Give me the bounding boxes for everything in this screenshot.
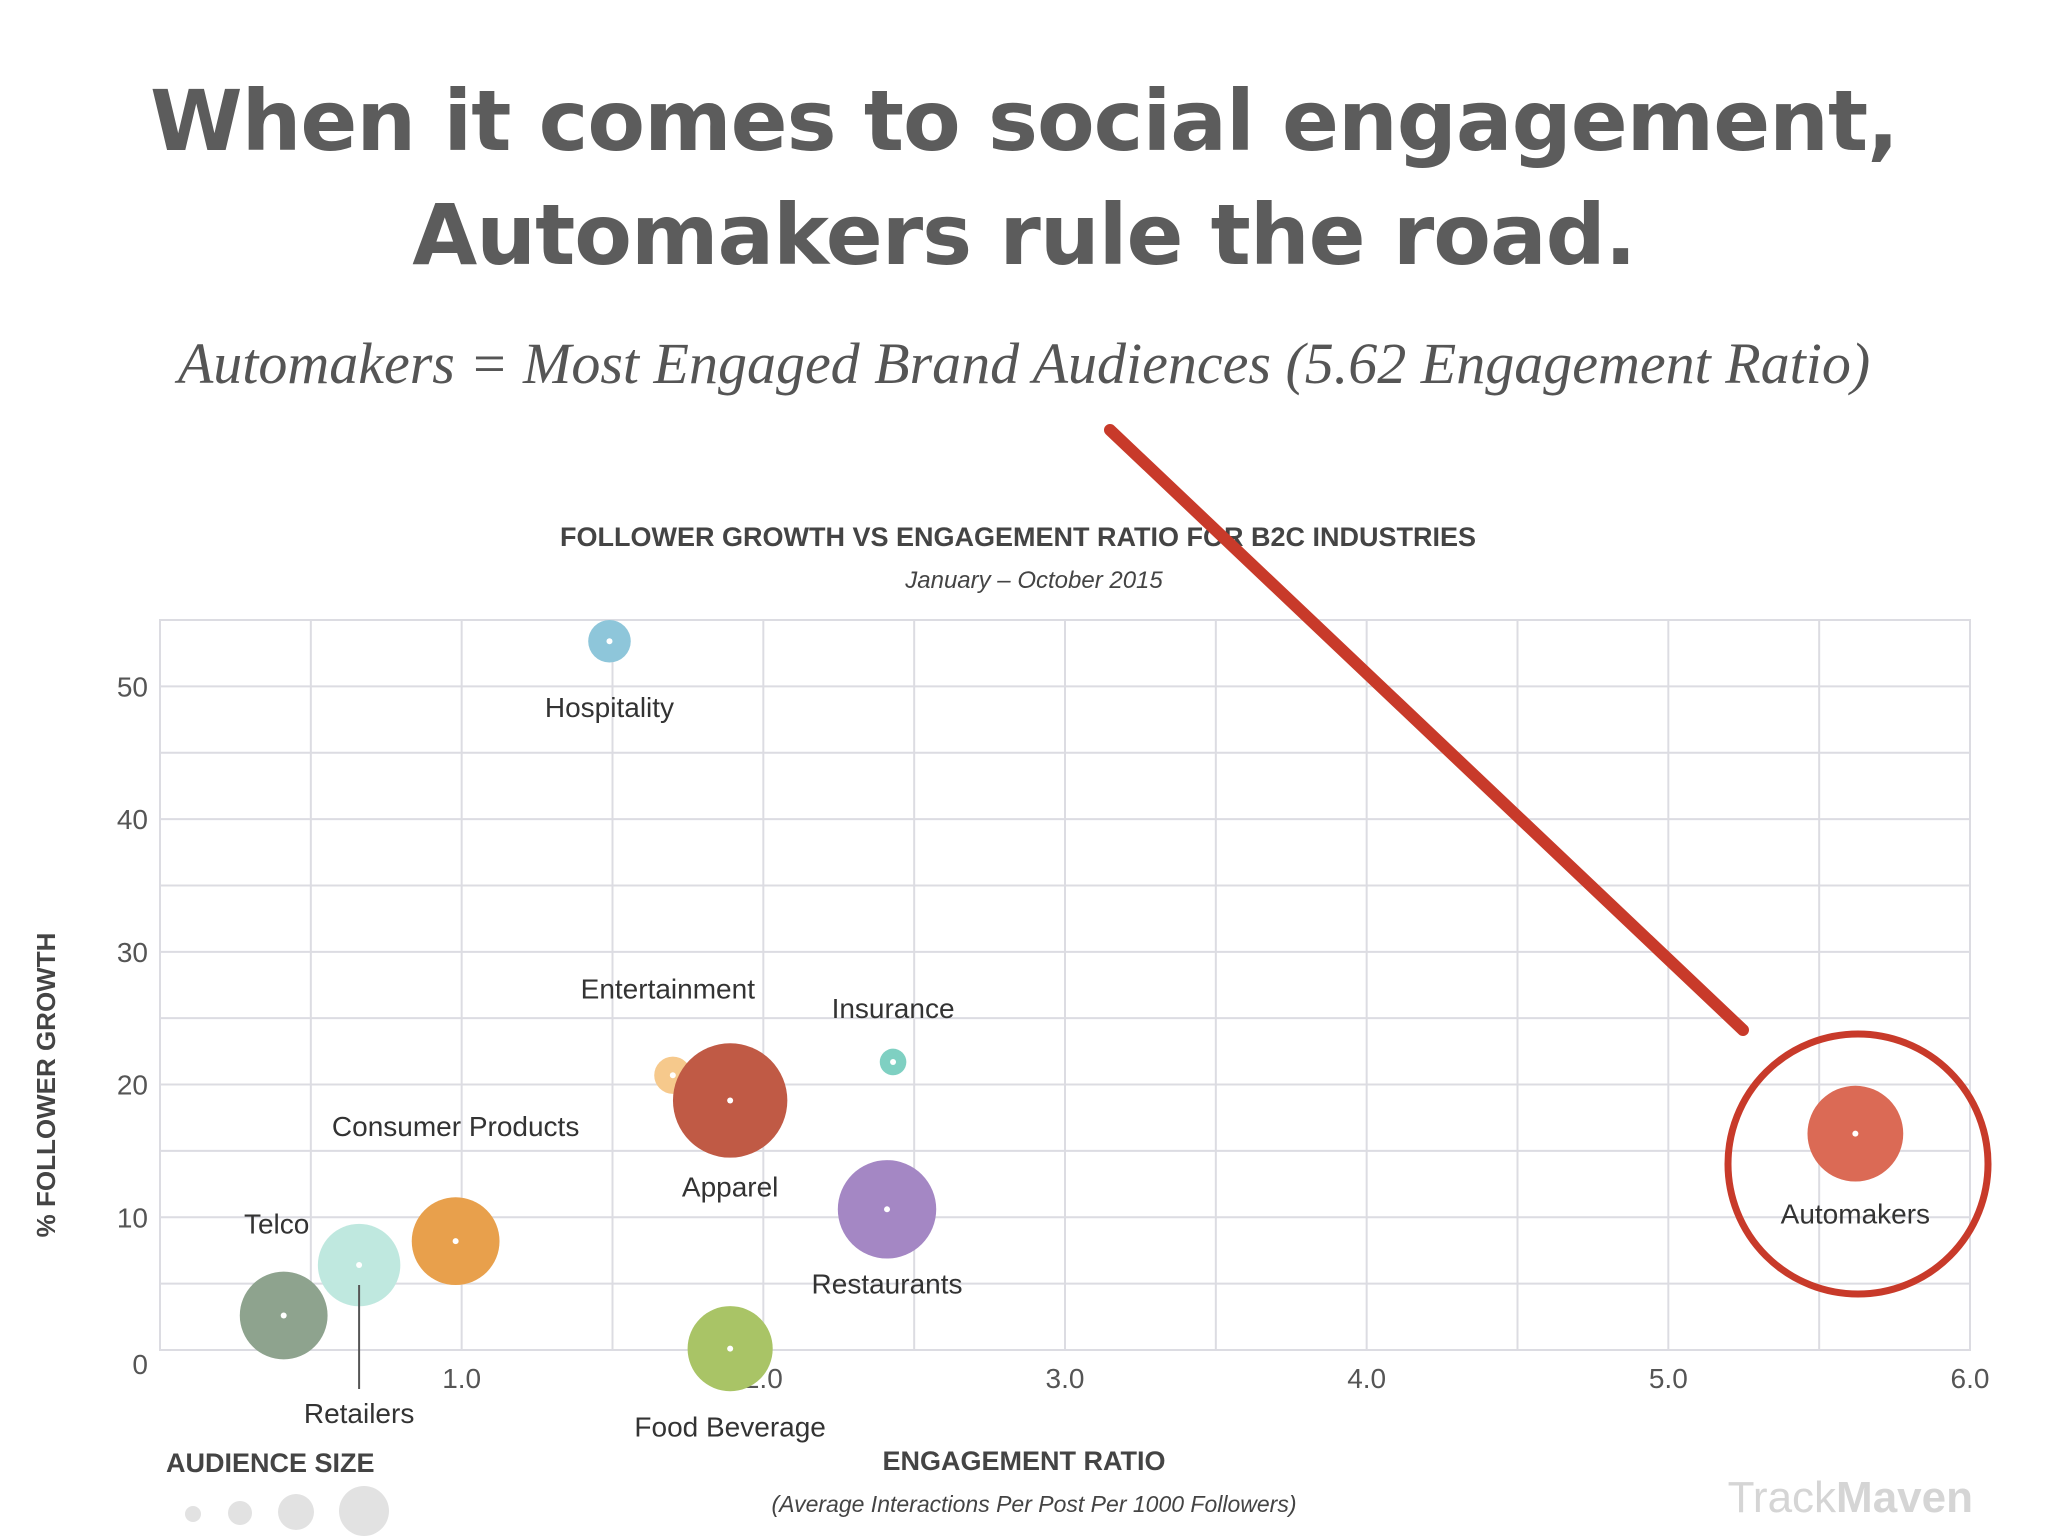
bubble-center-dot — [1852, 1130, 1859, 1137]
x-tick-label: 3.0 — [1046, 1363, 1085, 1394]
annotation-arrow — [1104, 424, 1749, 1036]
bubble-center-dot — [890, 1058, 897, 1065]
y-tick-label: 10 — [117, 1202, 148, 1233]
data-points: Hospitality Entertainment Apparel Insurance… — [239, 619, 1930, 1443]
y-axis-label: % FOLLOWER GROWTH — [31, 933, 61, 1238]
point-label-food-beverage: Food Beverage — [634, 1412, 825, 1443]
point-label-hospitality: Hospitality — [545, 692, 674, 723]
bubble-center-dot — [884, 1206, 891, 1213]
y-tick-label: 0 — [132, 1349, 148, 1380]
grid — [159, 619, 1971, 1351]
x-tick-label: 4.0 — [1347, 1363, 1386, 1394]
headline-line-2: Automakers rule the road. — [412, 186, 1636, 284]
svg-text:TrackMaven: TrackMaven — [1728, 1473, 1973, 1522]
legend-size-1 — [185, 1506, 201, 1522]
legend-size-4 — [339, 1486, 389, 1536]
highlight-circle — [1724, 1030, 1992, 1298]
logo-part-track: Track — [1728, 1473, 1837, 1522]
trackmaven-logo: TrackMaven — [1728, 1473, 1973, 1522]
y-tick-label: 50 — [117, 671, 148, 702]
chart-labels: FOLLOWER GROWTH VS ENGAGEMENT RATIO FOR … — [31, 522, 1476, 1517]
bubble-center-dot — [669, 1072, 676, 1079]
x-tick-label: 1.0 — [442, 1363, 481, 1394]
subtitle: Automakers = Most Engaged Brand Audience… — [177, 331, 1871, 396]
legend-size-2 — [228, 1501, 252, 1525]
y-tick-label: 40 — [117, 804, 148, 835]
bubble-center-dot — [606, 638, 613, 645]
point-label-restaurants: Restaurants — [812, 1268, 963, 1299]
x-tick-label: 6.0 — [1951, 1363, 1990, 1394]
x-tick-label: 5.0 — [1649, 1363, 1688, 1394]
y-tick-label: 30 — [117, 937, 148, 968]
point-label-retailers: Retailers — [304, 1398, 414, 1429]
point-label-telco: Telco — [244, 1208, 309, 1239]
chart-subtitle: January – October 2015 — [904, 567, 1163, 594]
legend-size-3 — [278, 1494, 314, 1530]
legend-title: AUDIENCE SIZE — [166, 1448, 375, 1478]
bubble-center-dot — [356, 1262, 363, 1269]
bubble-center-dot — [727, 1345, 734, 1352]
point-label-consumer-products: Consumer Products — [332, 1111, 579, 1142]
point-label-automakers: Automakers — [1781, 1199, 1930, 1230]
x-axis-label: ENGAGEMENT RATIO — [883, 1446, 1166, 1476]
bubble-center-dot — [452, 1238, 459, 1245]
logo-part-maven: Maven — [1836, 1473, 1973, 1522]
audience-size-legend: AUDIENCE SIZE — [166, 1448, 389, 1536]
point-label-entertainment: Entertainment — [581, 973, 756, 1004]
x-axis-sublabel: (Average Interactions Per Post Per 1000 … — [772, 1491, 1297, 1517]
headline-line-1: When it comes to social engagement, — [149, 72, 1899, 170]
bubble-center-dot — [727, 1097, 734, 1104]
y-tick-label: 20 — [117, 1070, 148, 1101]
point-label-insurance: Insurance — [832, 993, 955, 1024]
bubble-center-dot — [280, 1312, 287, 1319]
chart-title: FOLLOWER GROWTH VS ENGAGEMENT RATIO FOR … — [560, 522, 1476, 552]
annotation — [1104, 424, 1992, 1298]
point-label-apparel: Apparel — [682, 1171, 779, 1202]
